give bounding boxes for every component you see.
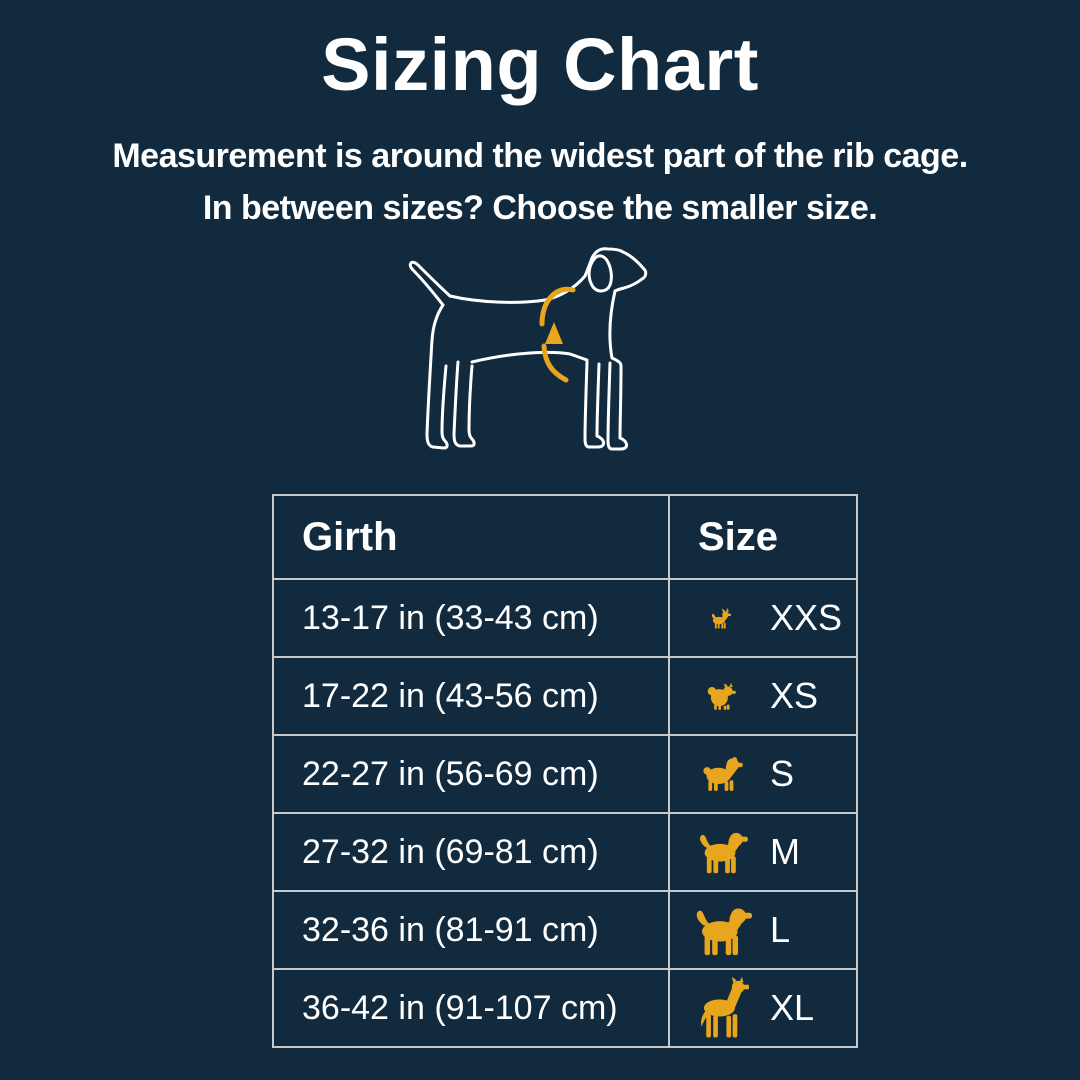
girth-cell: 17-22 in (43-56 cm) [274,658,670,734]
size-cell: XXS [670,580,856,656]
dog-outline-icon [408,247,648,451]
size-label: XS [770,675,819,716]
medium-dog-icon [695,830,748,874]
girth-cell: 22-27 in (56-69 cm) [274,736,670,812]
subtitle-line2: In between sizes? Choose the smaller siz… [202,189,878,227]
great-dane-icon [693,977,749,1039]
size-icon-box [684,755,758,793]
girth-measurement-arrow-icon [539,286,576,383]
girth-cell: 32-36 in (81-91 cm) [274,892,670,968]
girth-cell: 13-17 in (33-43 cm) [274,580,670,656]
girth-cell: 27-32 in (69-81 cm) [274,814,670,890]
size-cell: L [670,892,856,968]
dog-measurement-diagram [408,247,648,451]
size-label: S [770,753,795,794]
size-icon-box [684,681,758,711]
table-row: 36-42 in (91-107 cm) XL [274,968,856,1046]
size-cell: XS [670,658,856,734]
size-label: M [770,831,800,872]
pomeranian-icon [704,681,738,711]
table-row: 13-17 in (33-43 cm) XXS [274,578,856,656]
size-label: XL [770,987,815,1028]
subtitle-line1: Measurement is around the widest part of… [112,137,968,175]
size-icon-box [684,905,758,956]
size-icon-box [684,830,758,874]
page-title: Sizing Chart [321,23,759,106]
small-dog-icon [699,755,744,793]
table-row: 22-27 in (56-69 cm) S [274,734,856,812]
table-header-row: Girth Size [274,496,856,578]
table-row: 17-22 in (43-56 cm) XS [274,656,856,734]
size-icon-box [684,607,758,630]
sizing-table: Girth Size 13-17 in (33-43 cm) XXS 17-22… [272,494,858,1048]
size-cell: S [670,736,856,812]
size-label: XXS [770,597,843,638]
girth-cell: 36-42 in (91-107 cm) [274,970,670,1046]
size-cell: XL [670,970,856,1046]
subtitle: Measurement is around the widest part of… [0,130,1080,234]
table-row: 32-36 in (81-91 cm) L [274,890,856,968]
large-dog-icon [691,905,752,956]
size-column-header: Size [698,514,779,559]
size-label: L [770,909,791,950]
table-row: 27-32 in (69-81 cm) M [274,812,856,890]
chihuahua-icon [708,607,734,630]
size-cell: M [670,814,856,890]
size-icon-box [684,977,758,1039]
girth-column-header: Girth [274,496,670,578]
sizing-table-body: 13-17 in (33-43 cm) XXS 17-22 in (43-56 … [274,578,856,1046]
